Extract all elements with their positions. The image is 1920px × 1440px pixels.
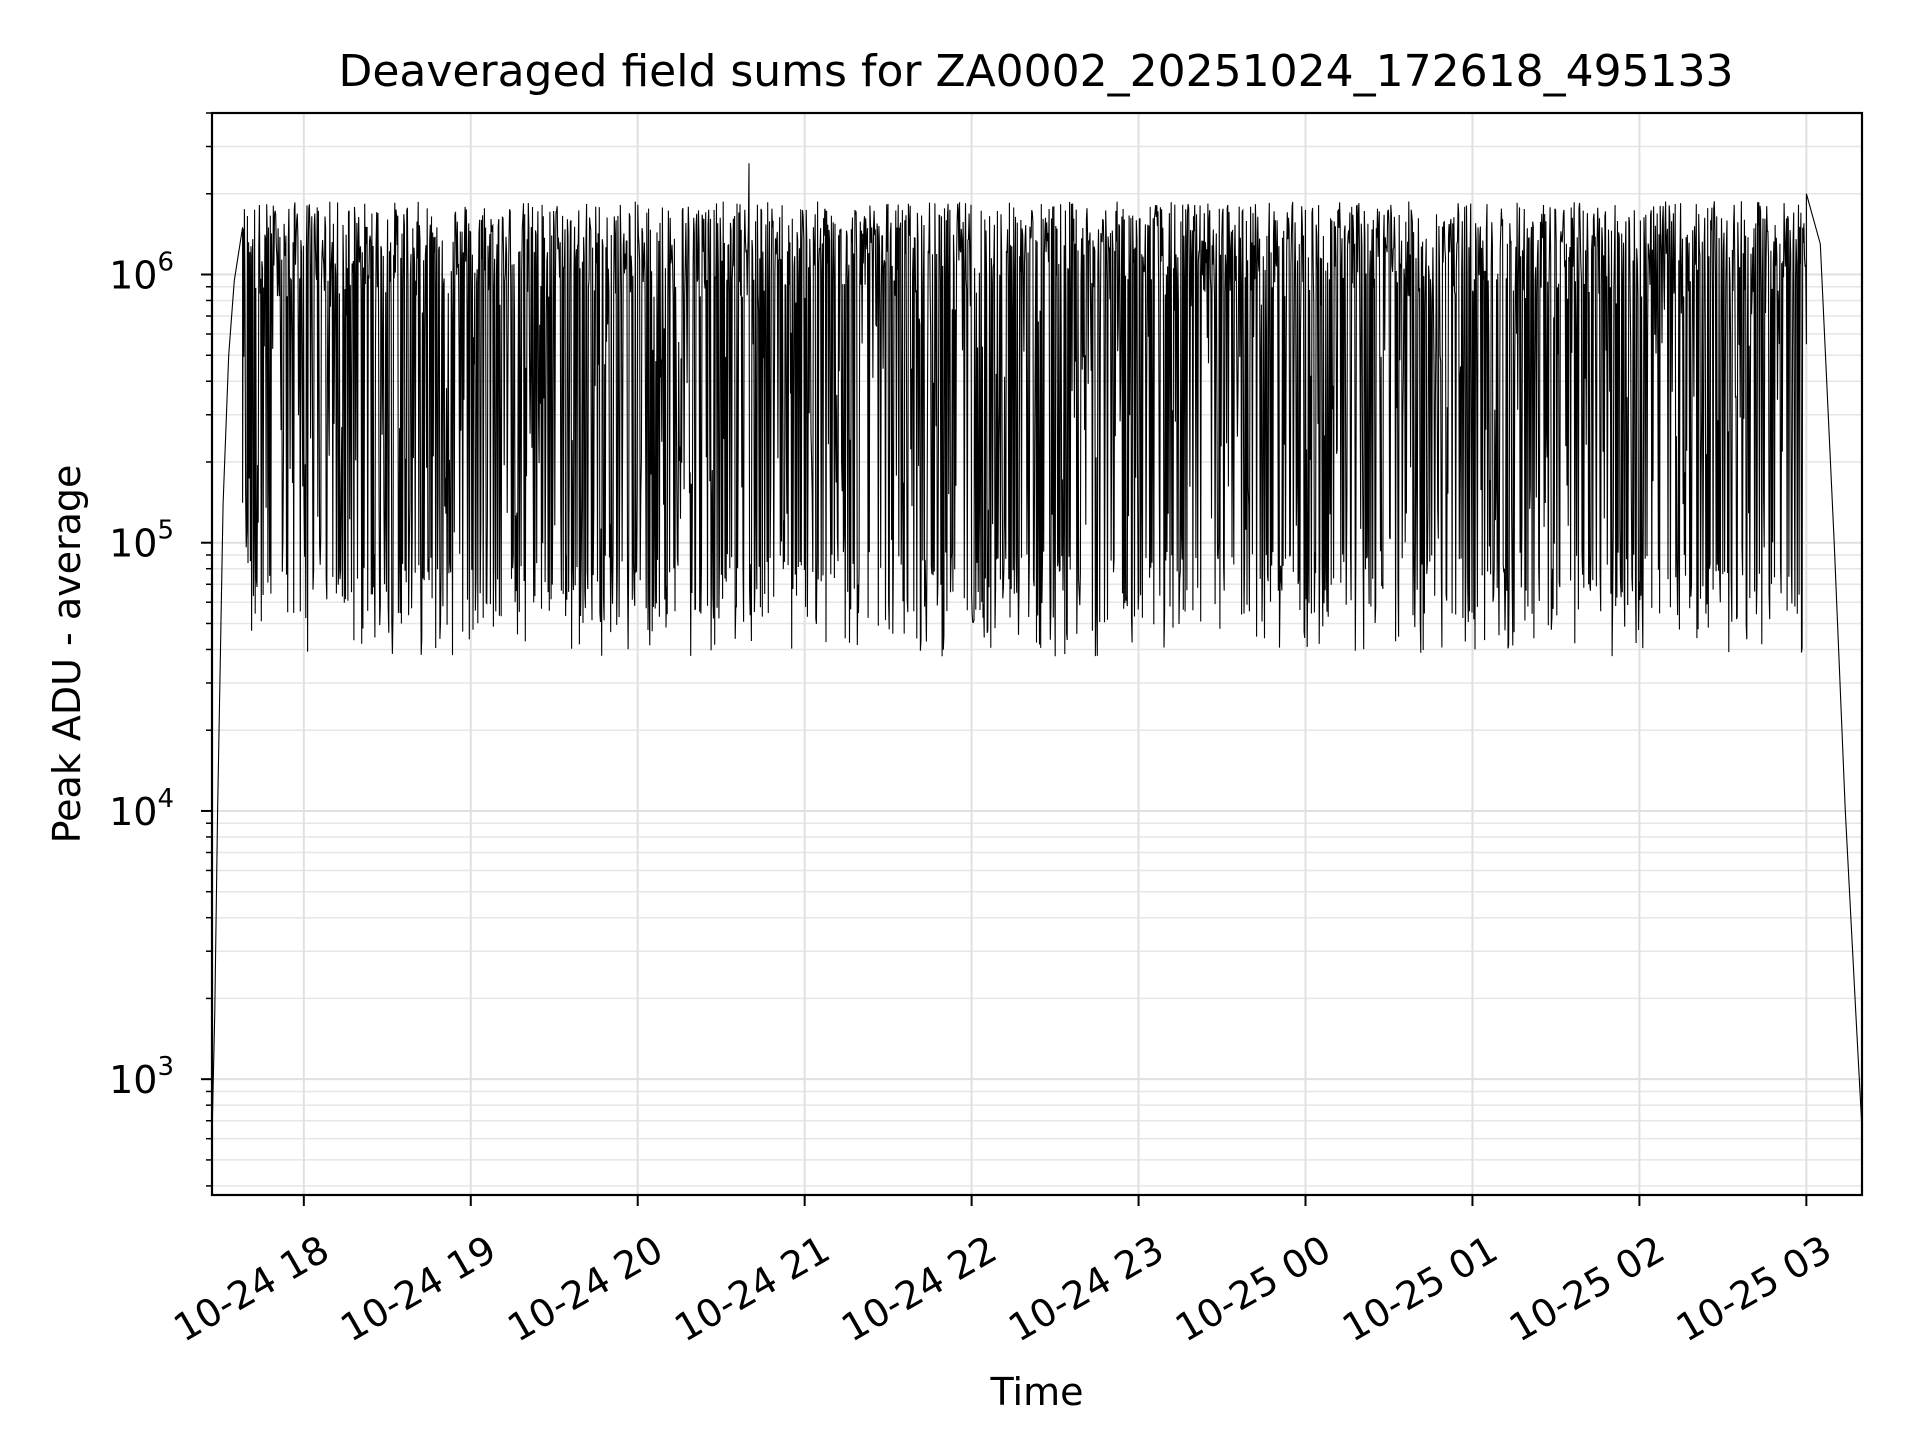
x-tick-label: 10-24 22 xyxy=(834,1227,1004,1351)
y-tick-label: 103 xyxy=(109,1052,174,1102)
y-tick-label: 105 xyxy=(109,516,174,566)
x-tick-label: 10-24 19 xyxy=(333,1227,503,1351)
y-axis-label: Peak ADU - average xyxy=(45,465,89,844)
x-tick-label: 10-24 23 xyxy=(1001,1227,1171,1351)
x-tick-label: 10-25 02 xyxy=(1502,1227,1672,1351)
x-tick-label: 10-25 03 xyxy=(1669,1227,1839,1351)
x-tick-label: 10-24 21 xyxy=(667,1227,837,1351)
y-axis: 103 104 105 106 xyxy=(109,112,212,1187)
x-tick-label: 10-24 18 xyxy=(166,1227,336,1351)
series-line xyxy=(211,163,1863,1139)
y-tick-label: 106 xyxy=(109,247,174,297)
x-tick-label: 10-25 01 xyxy=(1335,1227,1505,1351)
x-tick-label: 10-24 20 xyxy=(500,1227,670,1351)
plot-frame xyxy=(210,111,1864,1197)
chart-title: Deaveraged field sums for ZA0002_2025102… xyxy=(338,46,1733,97)
y-tick-label: 104 xyxy=(109,784,174,834)
x-axis-label: Time xyxy=(990,1370,1084,1414)
series-path xyxy=(211,163,1863,1139)
x-tick-label: 10-25 00 xyxy=(1168,1227,1338,1351)
